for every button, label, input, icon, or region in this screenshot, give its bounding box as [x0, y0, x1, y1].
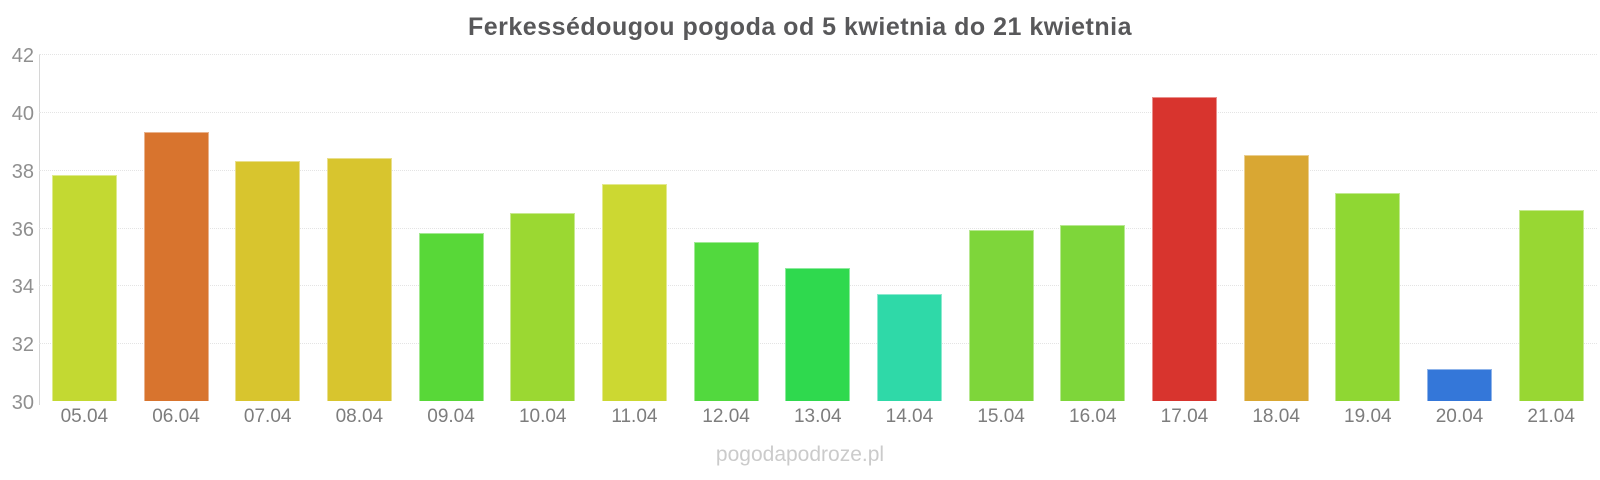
- bar-16.04[interactable]: [1060, 224, 1126, 401]
- bar-06.04[interactable]: [143, 132, 209, 401]
- bar-21.04[interactable]: [1518, 210, 1584, 401]
- y-axis-tick-label: 36: [11, 218, 34, 241]
- x-axis-tick-label: 21.04: [1527, 406, 1575, 427]
- watermark: pogodapodroze.pl: [715, 443, 885, 466]
- x-axis-tick-label: 11.04: [611, 406, 658, 427]
- bar-13.04[interactable]: [785, 267, 851, 401]
- x-axis-tick-label: 16.04: [1069, 406, 1117, 427]
- bar-10.04[interactable]: [510, 213, 576, 401]
- x-axis-tick-label: 09.04: [427, 406, 475, 427]
- x-axis-tick-label: 06.04: [152, 406, 200, 427]
- x-axis-tick-label: 17.04: [1160, 406, 1209, 427]
- x-axis-tick-label: 07.04: [243, 406, 292, 427]
- bar-12.04[interactable]: [693, 241, 759, 401]
- x-axis-tick-label: 19.04: [1344, 406, 1392, 427]
- bar-17.04[interactable]: [1151, 97, 1217, 401]
- y-axis-tick-label: 30: [11, 392, 34, 414]
- bar-05.04[interactable]: [51, 175, 117, 401]
- bar-07.04[interactable]: [235, 160, 301, 401]
- x-axis-tick-label: 20.04: [1435, 406, 1484, 427]
- chart-title: Ferkessédougou pogoda od 5 kwietnia do 2…: [467, 13, 1132, 41]
- y-axis-tick-label: 38: [11, 160, 34, 183]
- bar-09.04[interactable]: [418, 233, 484, 401]
- y-axis-tick-label: 32: [11, 334, 34, 357]
- gridline-38: [38, 169, 1597, 171]
- x-axis-tick-label: 13.04: [793, 406, 842, 427]
- bar-15.04[interactable]: [968, 230, 1034, 401]
- bar-11.04[interactable]: [601, 184, 667, 401]
- y-axis-tick-label: 42: [11, 45, 34, 67]
- y-axis-line: [38, 54, 40, 405]
- bar-18.04[interactable]: [1243, 155, 1309, 401]
- bar-08.04[interactable]: [326, 158, 392, 401]
- x-axis-tick-label: 05.04: [60, 406, 109, 427]
- bar-19.04[interactable]: [1335, 192, 1401, 401]
- gridline-40: [38, 111, 1597, 113]
- x-axis-tick-label: 12.04: [702, 406, 750, 427]
- gridline-36: [38, 227, 1597, 229]
- x-axis-tick-label: 10.04: [518, 406, 567, 427]
- x-axis-tick-label: 08.04: [335, 406, 384, 427]
- x-axis-tick-label: 15.04: [977, 406, 1025, 427]
- y-axis-tick-label: 34: [11, 276, 34, 299]
- y-axis-tick-label: 40: [11, 102, 34, 125]
- x-axis-tick-label: 18.04: [1252, 406, 1300, 427]
- x-axis-tick-label: 14.04: [885, 406, 934, 427]
- bar-20.04[interactable]: [1426, 369, 1492, 401]
- bar-14.04[interactable]: [876, 294, 942, 401]
- gridline-42: [38, 54, 1597, 55]
